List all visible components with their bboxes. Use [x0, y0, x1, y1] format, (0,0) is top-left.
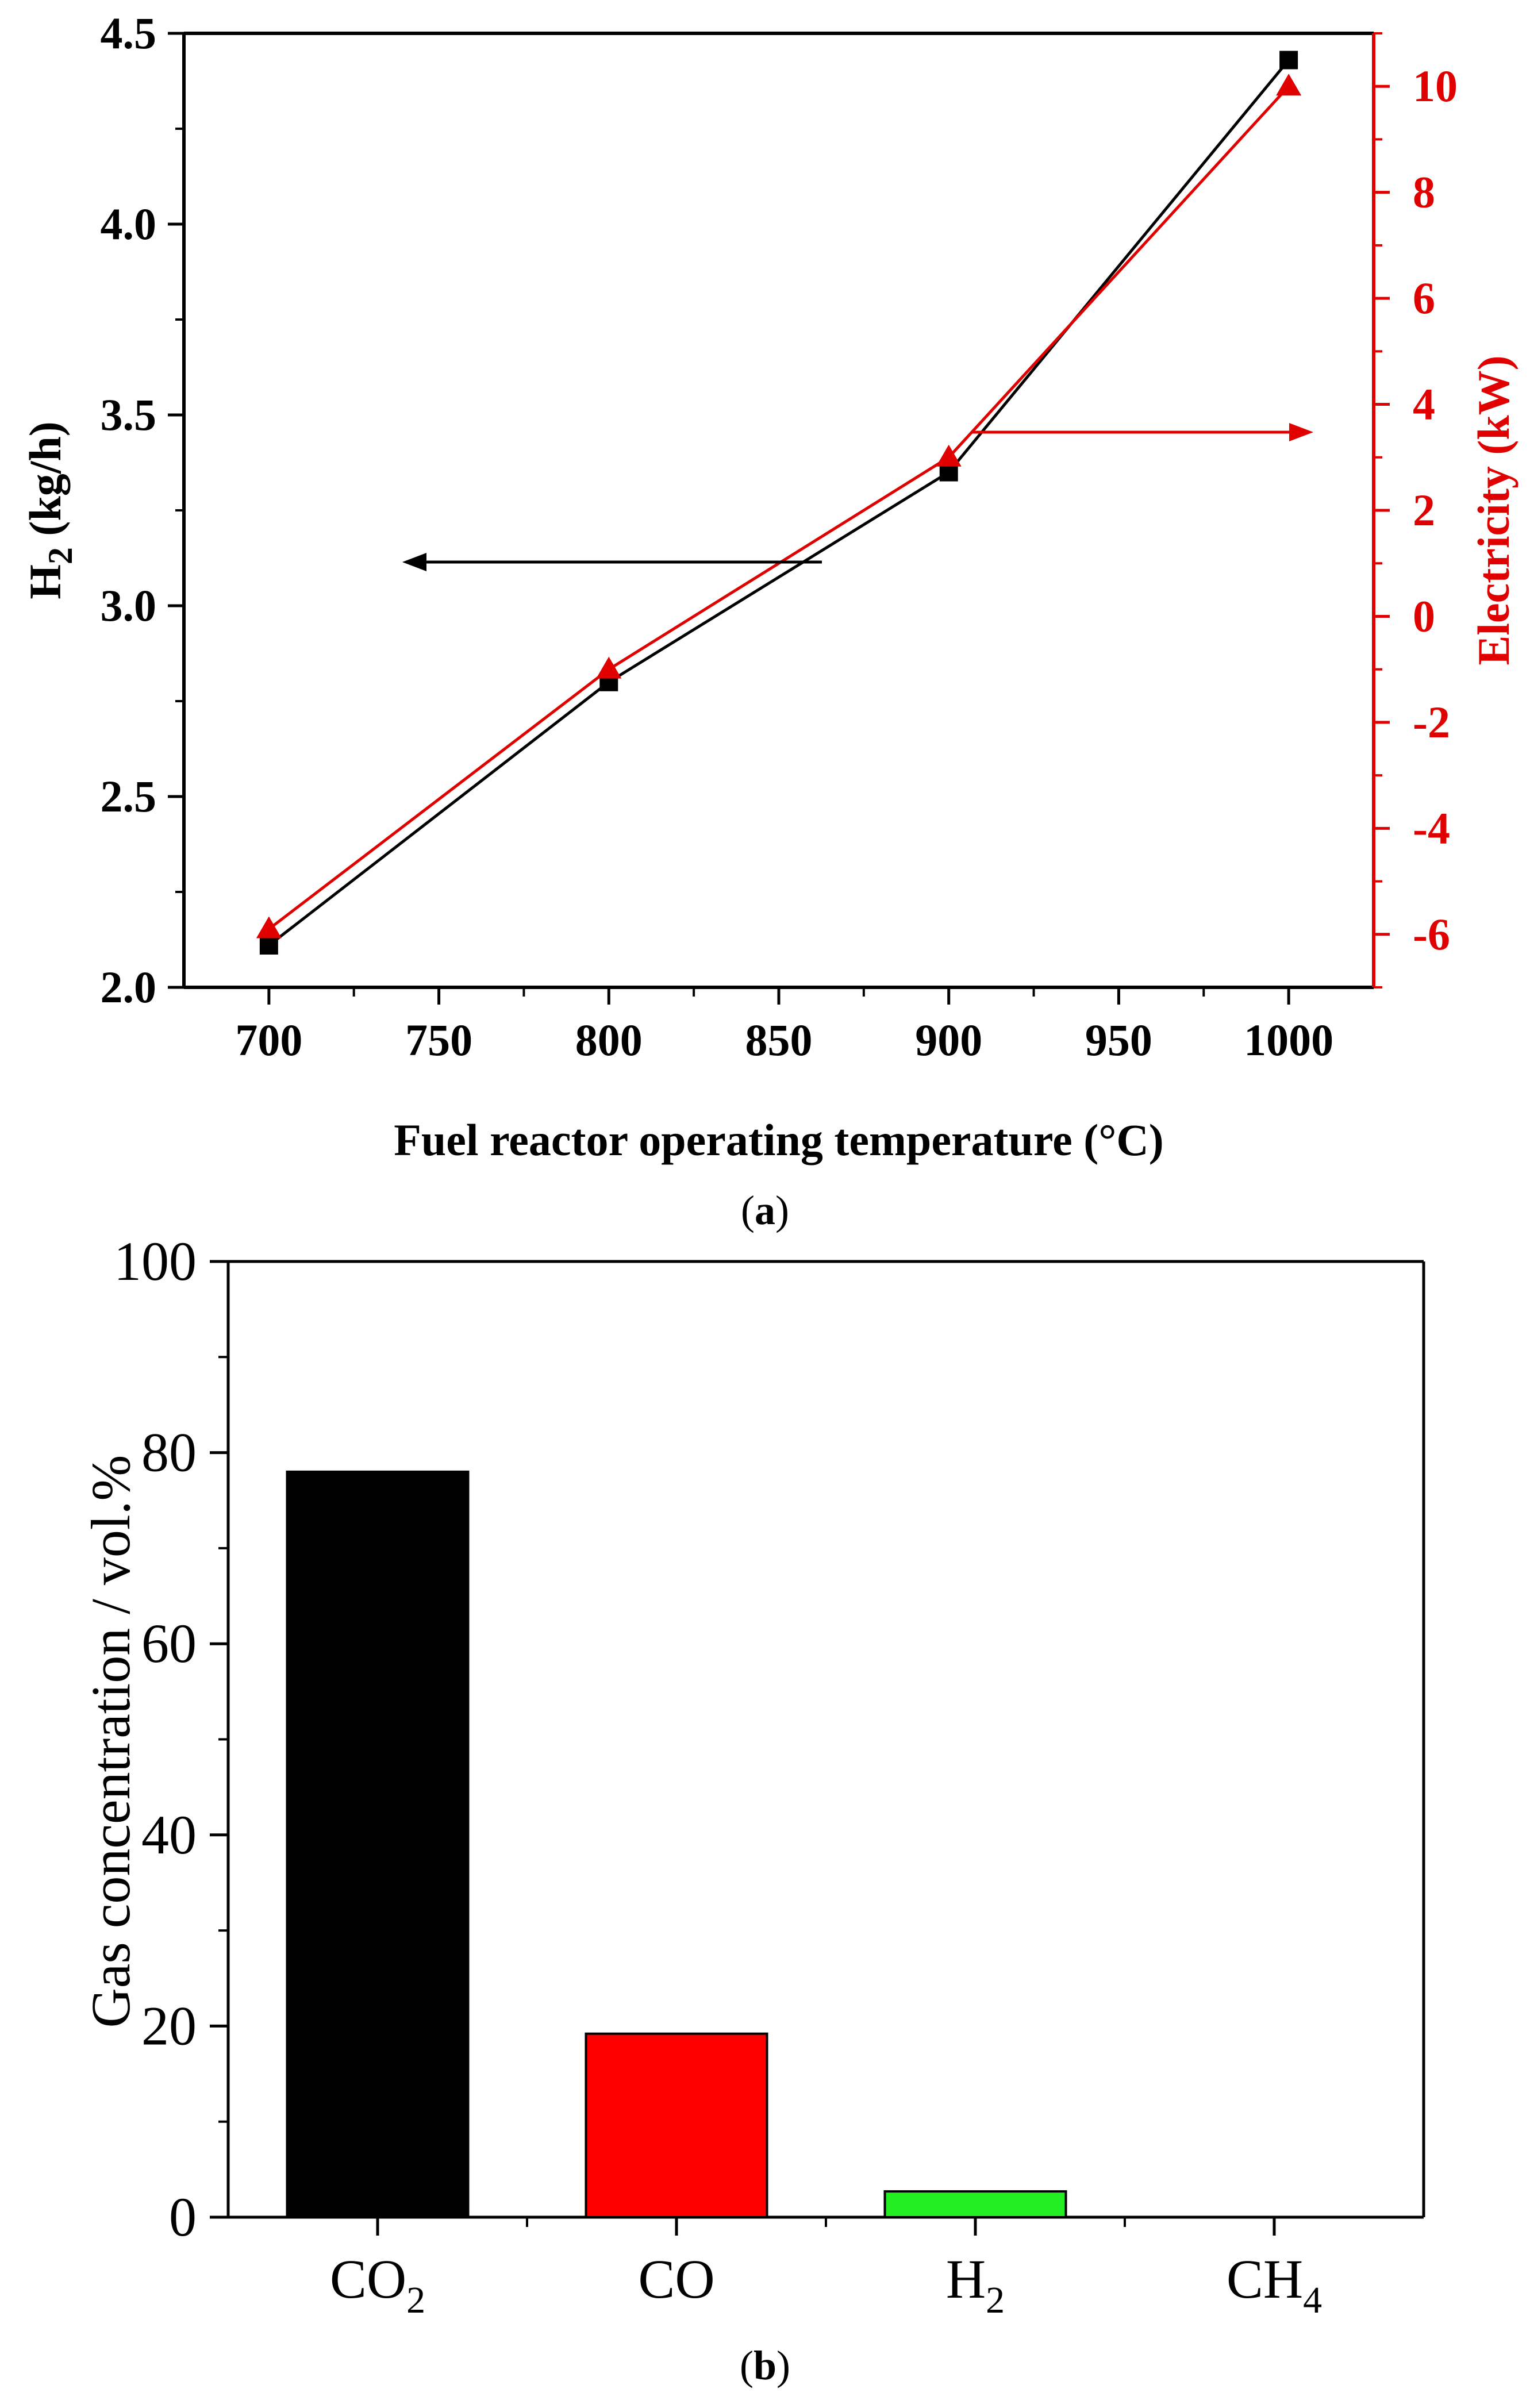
- a-point-h2: [1279, 51, 1298, 70]
- b-bars-group: [286, 1470, 1067, 2219]
- a-left-y-axis-title: H2 (kg/h): [20, 421, 79, 599]
- a-right-y-tick-label: 6: [1413, 273, 1435, 323]
- a-left-y-tick-label: 4.0: [101, 199, 157, 249]
- b-y-tick-label: 80: [141, 1422, 197, 1483]
- a-right-y-tick-label: -2: [1413, 697, 1450, 747]
- a-x-tick-label: 900: [915, 1015, 982, 1065]
- b-y-tick-label: 60: [141, 1613, 197, 1674]
- a-x-tick-label: 850: [745, 1015, 813, 1065]
- panel-b-bar-chart: 0 20 40 60 80 100 CO2 CO H2 CH4 Gas concentratio…: [80, 1230, 1425, 2388]
- a-right-y-tick-label: 10: [1413, 61, 1458, 111]
- a-series-line-h2: [268, 59, 1290, 947]
- a-right-y-tick-label: -4: [1413, 803, 1450, 853]
- b-x-tick-label: CO: [638, 2248, 714, 2310]
- panel-a-line-chart: 700 750 800 850 900 950 1000 2.0 2.5 3.0 3.5 4.0 4.…: [20, 8, 1519, 1233]
- a-right-y-tick-label: -6: [1413, 909, 1450, 959]
- b-bar-co2: [286, 1470, 470, 2219]
- a-point-electricity: [936, 444, 962, 467]
- b-y-tick-label: 0: [169, 2186, 197, 2248]
- a-point-electricity: [596, 656, 622, 679]
- a-x-tick-label: 750: [405, 1015, 472, 1065]
- a-right-y-tick-label: 2: [1413, 485, 1435, 535]
- a-point-h2: [259, 936, 278, 955]
- a-panel-caption: (a): [741, 1187, 789, 1233]
- a-left-y-ticks: 2.0 2.5 3.0 3.5 4.0 4.5: [101, 8, 184, 1012]
- a-x-tick-label: 950: [1085, 1015, 1152, 1065]
- a-arrow-to-h2-axis: [402, 553, 822, 571]
- a-left-y-tick-label: 3.5: [101, 390, 157, 440]
- b-x-ticks: CO2 CO H2 CH4: [330, 2217, 1322, 2321]
- a-x-tick-label: 800: [575, 1015, 643, 1065]
- b-y-tick-label: 20: [141, 1995, 197, 2056]
- a-left-y-tick-label: 4.5: [101, 8, 157, 58]
- b-x-tick-label: H2: [946, 2248, 1005, 2321]
- a-right-y-tick-label: 8: [1413, 167, 1435, 217]
- a-left-y-tick-label: 3.0: [101, 580, 157, 630]
- b-y-tick-label: 40: [141, 1804, 197, 1865]
- b-x-tick-label: CH4: [1227, 2248, 1322, 2321]
- a-x-tick-label: 700: [235, 1015, 302, 1065]
- b-bar-h2: [883, 2190, 1067, 2219]
- a-arrow-to-electricity-axis: [971, 423, 1313, 441]
- b-y-axis-title: Gas concentration / vol.%: [80, 1455, 141, 2028]
- a-right-y-tick-label: 0: [1413, 591, 1435, 641]
- a-x-axis-title: Fuel reactor operating temperature (°C): [394, 1115, 1163, 1165]
- a-x-ticks: 700 750 800 850 900 950 1000: [235, 987, 1333, 1065]
- b-y-ticks: 0 20 40 60 80 100: [114, 1230, 228, 2248]
- a-right-y-axis-title: Electricity (kW): [1469, 355, 1519, 665]
- b-y-tick-label: 100: [114, 1230, 197, 1292]
- b-panel-caption: (b): [740, 2342, 790, 2388]
- a-right-y-tick-label: 4: [1413, 379, 1435, 429]
- a-point-electricity: [1276, 74, 1302, 96]
- a-x-tick-label: 1000: [1244, 1015, 1333, 1065]
- a-right-y-ticks: -6 -4 -2 0 2 4 6 8 10: [1374, 32, 1458, 988]
- a-left-y-tick-label: 2.5: [101, 771, 157, 821]
- b-bar-co: [585, 2032, 768, 2219]
- b-x-tick-label: CO2: [330, 2248, 425, 2321]
- a-point-electricity: [256, 916, 282, 938]
- a-left-y-tick-label: 2.0: [101, 962, 157, 1012]
